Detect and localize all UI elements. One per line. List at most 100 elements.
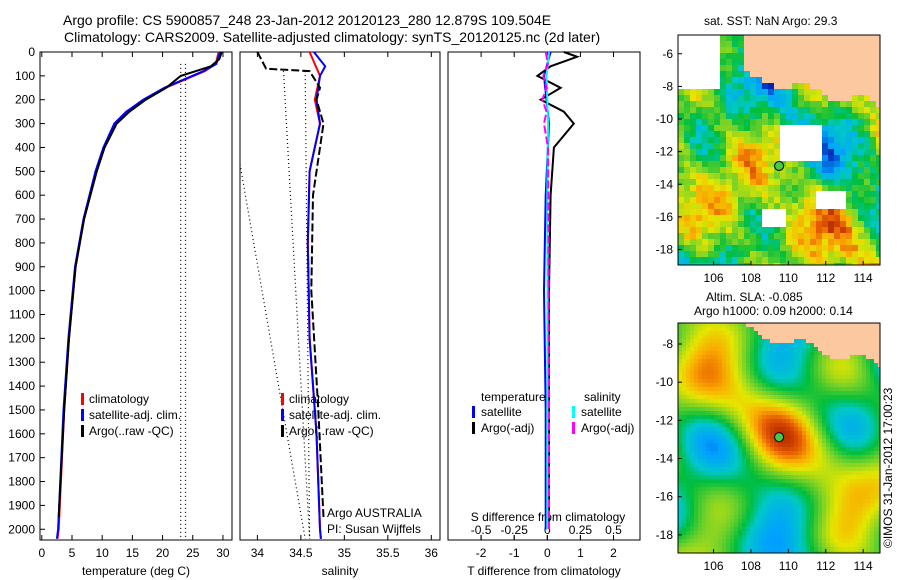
map-cell [726, 77, 733, 84]
map-cell [726, 495, 731, 500]
legend-swatch [81, 425, 84, 437]
map-cell [678, 503, 683, 508]
map-cell [870, 197, 877, 204]
map-cell [862, 351, 867, 356]
map-cell [706, 367, 711, 372]
map-cell [774, 47, 781, 54]
map-cell [754, 391, 759, 396]
map-cell [840, 113, 847, 120]
map-cell [734, 499, 739, 504]
map-cell [858, 179, 865, 186]
map-cell [734, 511, 739, 516]
map-cell [726, 239, 733, 246]
map-cell [742, 507, 747, 512]
map-cell [758, 531, 763, 536]
map-cell [816, 209, 823, 216]
map-cell [864, 251, 871, 258]
map-cell [726, 215, 733, 222]
map-cell [678, 427, 683, 432]
map-cell [802, 519, 807, 524]
map-cell [722, 395, 727, 400]
map-cell [706, 479, 711, 484]
map-cell [750, 203, 757, 210]
map-cell [726, 435, 731, 440]
map-cell [792, 197, 799, 204]
map-cell [840, 149, 847, 156]
map-cell [726, 543, 731, 548]
map-cell [816, 203, 823, 210]
map-cell [840, 161, 847, 168]
map-cell [714, 155, 721, 162]
map-cell [842, 323, 847, 328]
map-cell [782, 427, 787, 432]
map-cell [786, 487, 791, 492]
map-cell [762, 101, 769, 108]
map-cell [806, 511, 811, 516]
map-cell [840, 95, 847, 102]
map-cell [694, 479, 699, 484]
map-cell [682, 451, 687, 456]
map-cell [828, 119, 835, 126]
map-cell [726, 203, 733, 210]
map-cell [690, 479, 695, 484]
map-cell [708, 53, 715, 60]
map-cell [774, 543, 779, 548]
map-cell [818, 395, 823, 400]
map-cell [702, 391, 707, 396]
map-cell [686, 375, 691, 380]
series-line-climatology [58, 52, 219, 539]
map-cell [708, 77, 715, 84]
map-cell [726, 479, 731, 484]
map-cell [842, 415, 847, 420]
map-cell [852, 251, 859, 258]
map-cell [830, 435, 835, 440]
map-cell [846, 423, 851, 428]
map-cell [778, 323, 783, 328]
map-cell [870, 137, 877, 144]
map-cell [818, 503, 823, 508]
map-cell [718, 331, 723, 336]
map-cell [678, 47, 685, 54]
map-cell [746, 371, 751, 376]
map-cell [846, 371, 851, 376]
map-cell [790, 495, 795, 500]
x-axis-label: salinity [322, 564, 359, 578]
map-cell [786, 137, 793, 144]
map-cell [766, 339, 771, 344]
map-cell [858, 137, 865, 144]
map-cell [770, 323, 775, 328]
map-cell [794, 531, 799, 536]
map-cell [690, 367, 695, 372]
map-cell [718, 419, 723, 424]
map-cell [850, 335, 855, 340]
map-cell [804, 125, 811, 132]
map-cell [774, 515, 779, 520]
map-cell [822, 65, 829, 72]
map-cell [866, 463, 871, 468]
map-cell [714, 367, 719, 372]
map-cell [730, 467, 735, 472]
map-cell [816, 89, 823, 96]
map-cell [818, 351, 823, 356]
map-cell [702, 419, 707, 424]
map-cell [730, 459, 735, 464]
map-cell [734, 475, 739, 480]
map-cell [756, 251, 763, 258]
map-cell [794, 371, 799, 376]
map-cell [738, 343, 743, 348]
map-cell [744, 197, 751, 204]
map-cell [722, 343, 727, 348]
map-cell [682, 343, 687, 348]
map-cell [798, 167, 805, 174]
map-cell [702, 527, 707, 532]
map-cell [822, 95, 829, 102]
map-cell [706, 531, 711, 536]
map-cell [678, 89, 685, 96]
map-cell [726, 483, 731, 488]
map-cell [734, 435, 739, 440]
map-cell [726, 431, 731, 436]
map-cell [726, 173, 733, 180]
map-cell [738, 185, 745, 192]
map-cell [714, 119, 721, 126]
map-cell [702, 515, 707, 520]
